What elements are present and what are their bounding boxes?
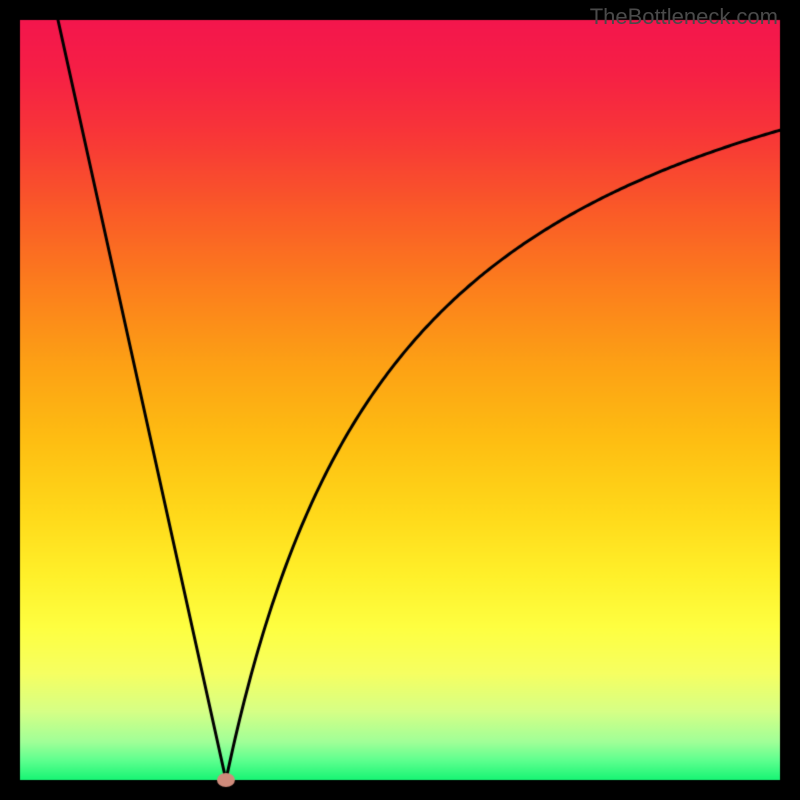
bottleneck-chart	[0, 0, 800, 800]
